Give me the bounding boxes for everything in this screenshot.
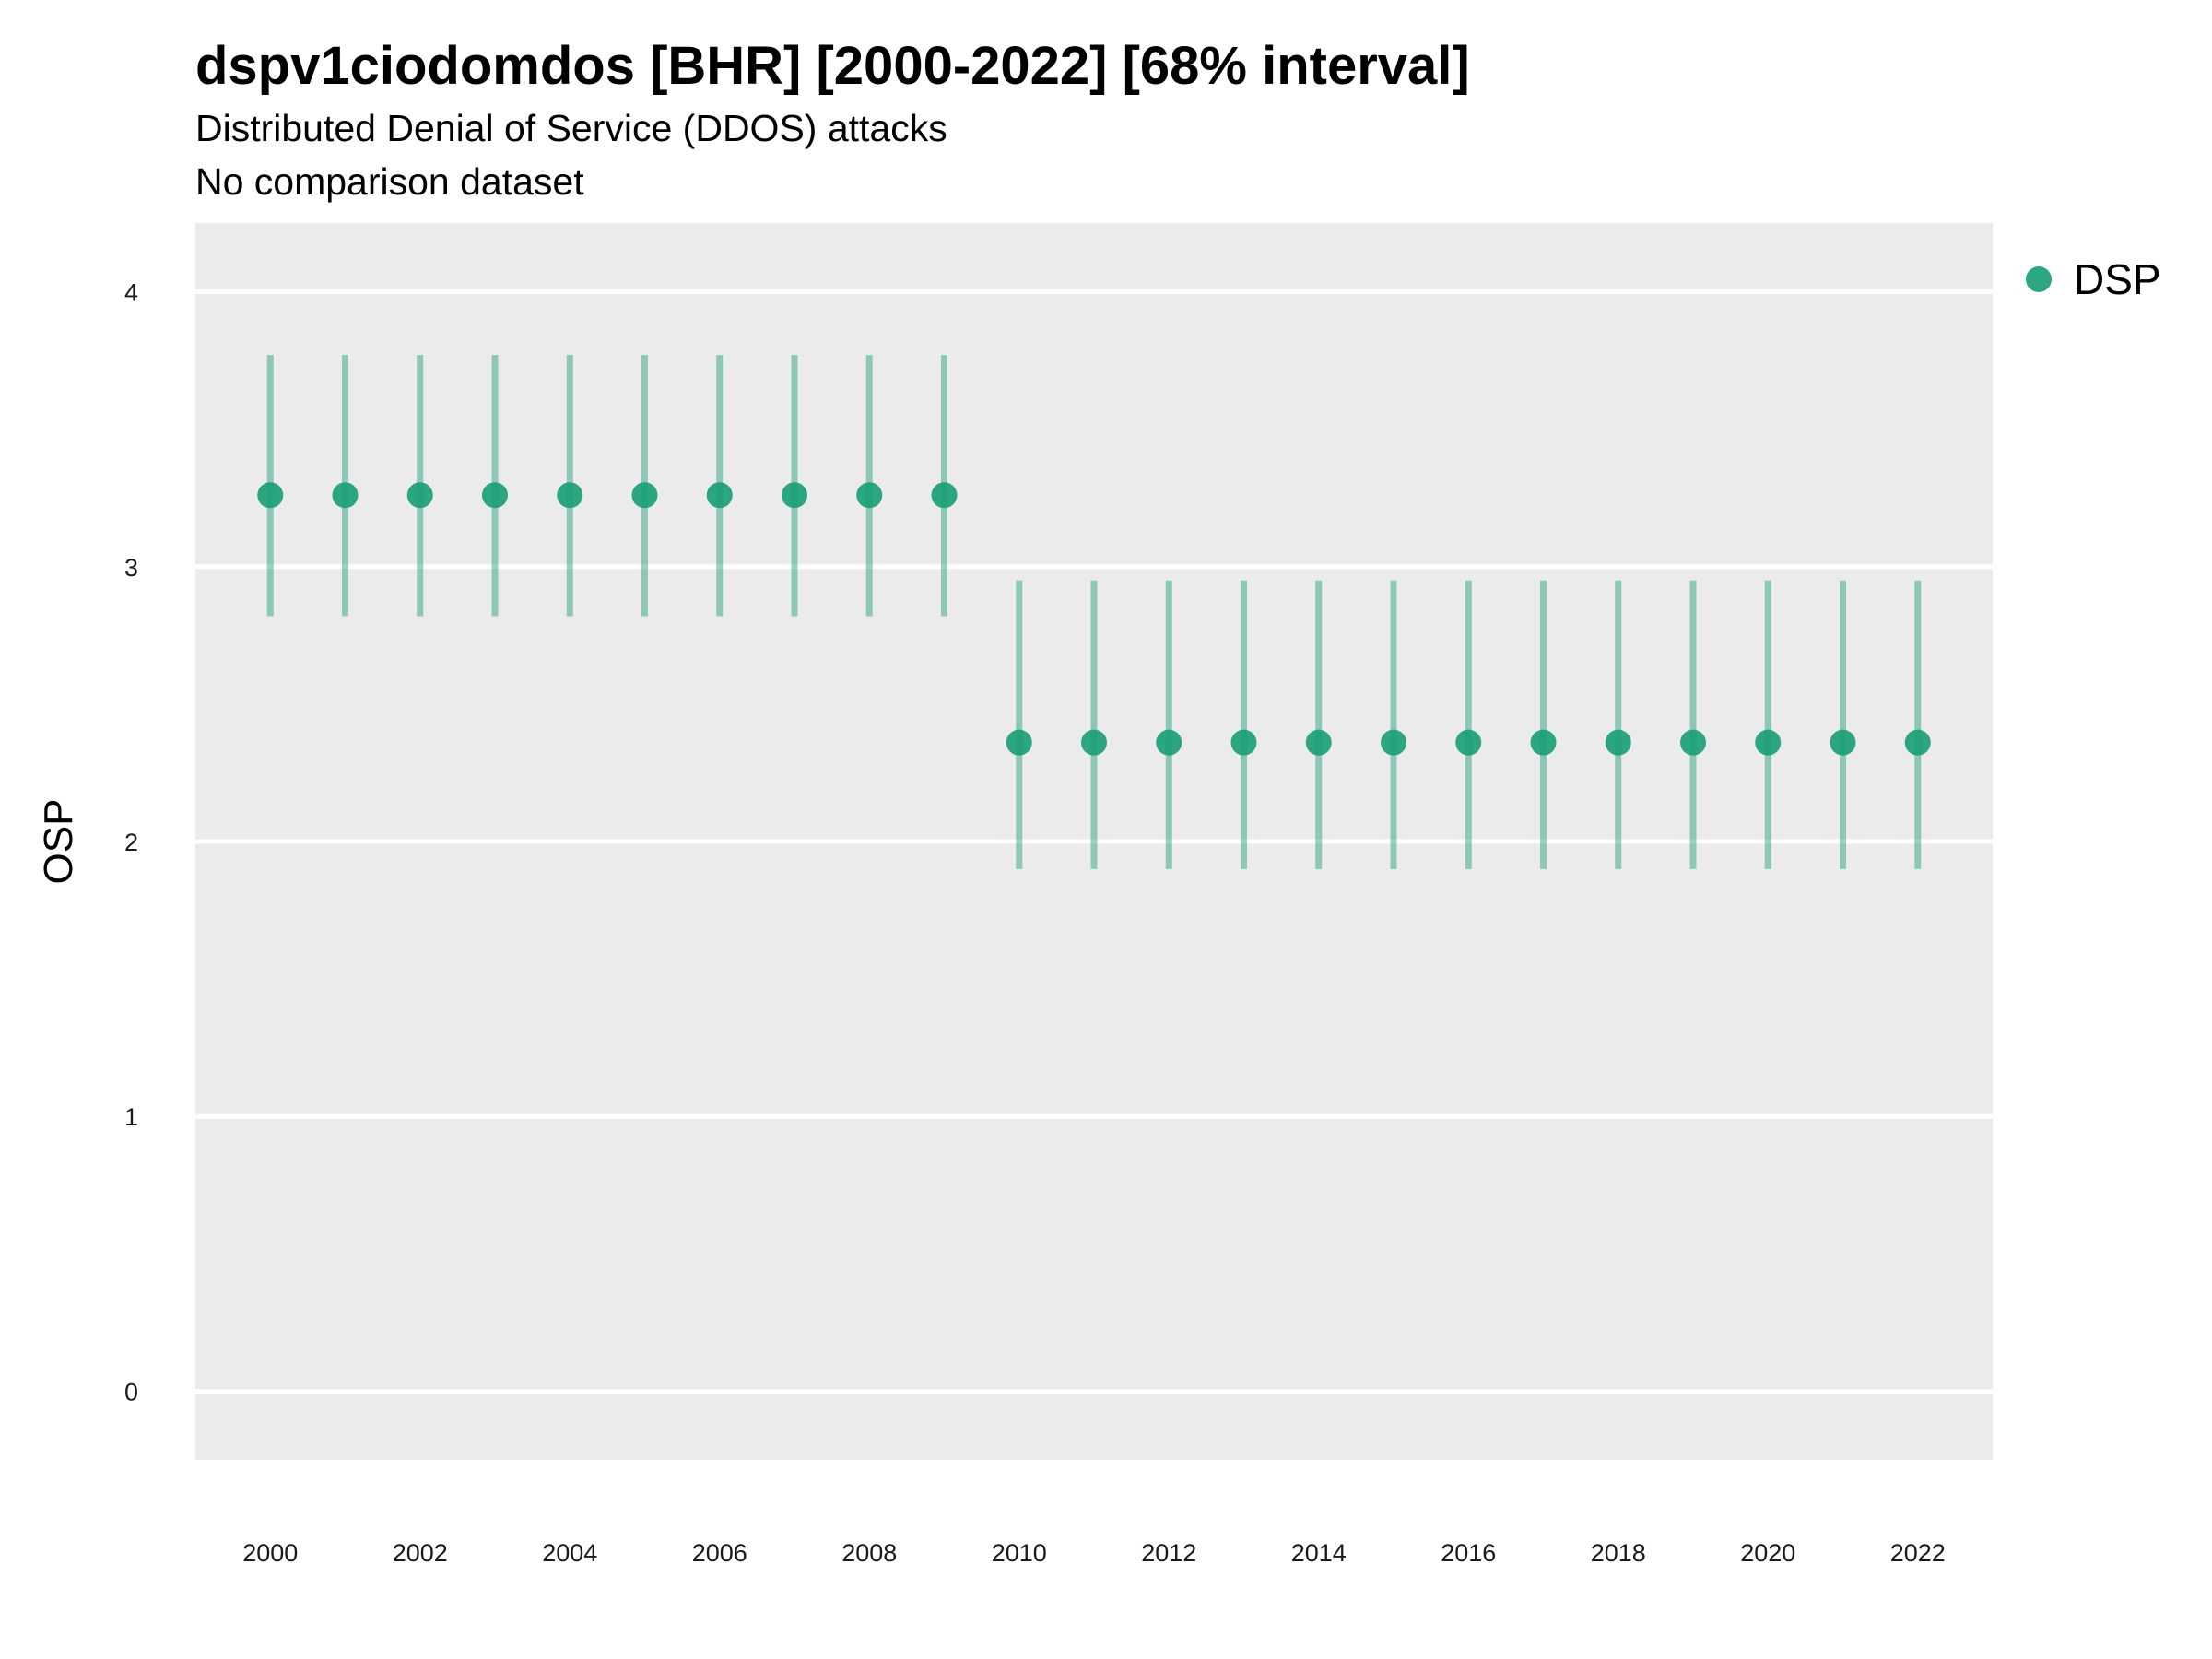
data-point bbox=[557, 482, 583, 509]
y-axis-tick-labels: 0 1 2 3 4 bbox=[124, 279, 138, 1406]
data-point bbox=[1755, 729, 1782, 756]
x-axis-tick-labels: 2000 2002 2004 2006 2008 2010 2012 2014 2016 2018… bbox=[242, 1539, 1946, 1567]
data-point bbox=[1230, 729, 1257, 756]
y-tick-label: 0 bbox=[124, 1378, 138, 1406]
y-tick-label: 4 bbox=[124, 279, 138, 307]
y-tick-label: 3 bbox=[124, 554, 138, 582]
chart-subtitle-comparison: No comparison dataset bbox=[195, 160, 584, 203]
data-point bbox=[631, 482, 658, 509]
data-point bbox=[931, 482, 958, 509]
data-point bbox=[1381, 729, 1406, 756]
legend: DSP bbox=[2026, 255, 2161, 303]
x-tick-label: 2018 bbox=[1591, 1539, 1646, 1567]
legend-label: DSP bbox=[2074, 255, 2161, 303]
data-point bbox=[1006, 729, 1032, 756]
x-tick-label: 2010 bbox=[992, 1539, 1047, 1567]
x-tick-label: 2016 bbox=[1441, 1539, 1496, 1567]
chart-title: dspv1ciodomdos [BHR] [2000-2022] [68% in… bbox=[195, 36, 1470, 96]
data-point bbox=[1605, 729, 1631, 756]
data-point bbox=[706, 482, 733, 509]
gridlines bbox=[195, 289, 1993, 1394]
x-tick-label: 2006 bbox=[692, 1539, 747, 1567]
x-tick-label: 2002 bbox=[393, 1539, 448, 1567]
x-tick-label: 2022 bbox=[1890, 1539, 1946, 1567]
data-point bbox=[1156, 729, 1182, 756]
y-tick-label: 2 bbox=[124, 829, 138, 856]
chart-subtitle: Distributed Denial of Service (DDOS) att… bbox=[195, 107, 947, 149]
data-point bbox=[1680, 729, 1706, 756]
legend-key-marker bbox=[2026, 266, 2052, 292]
data-point bbox=[406, 482, 433, 509]
x-tick-label: 2020 bbox=[1740, 1539, 1795, 1567]
data-point bbox=[856, 482, 883, 509]
data-point bbox=[1081, 729, 1107, 756]
data-point bbox=[782, 482, 807, 509]
data-points bbox=[257, 482, 1931, 756]
x-tick-label: 2014 bbox=[1291, 1539, 1347, 1567]
data-point bbox=[1530, 729, 1557, 756]
data-point bbox=[1904, 729, 1931, 756]
data-point bbox=[1305, 729, 1332, 756]
data-point bbox=[332, 482, 359, 509]
x-tick-label: 2012 bbox=[1141, 1539, 1196, 1567]
y-axis-title: OSP bbox=[36, 799, 81, 885]
x-tick-label: 2008 bbox=[841, 1539, 897, 1567]
data-point bbox=[482, 482, 508, 509]
data-point bbox=[1830, 729, 1856, 756]
x-tick-label: 2000 bbox=[242, 1539, 298, 1567]
y-tick-label: 1 bbox=[124, 1103, 138, 1131]
data-point bbox=[257, 482, 284, 509]
data-point bbox=[1455, 729, 1482, 756]
x-tick-label: 2004 bbox=[542, 1539, 597, 1567]
